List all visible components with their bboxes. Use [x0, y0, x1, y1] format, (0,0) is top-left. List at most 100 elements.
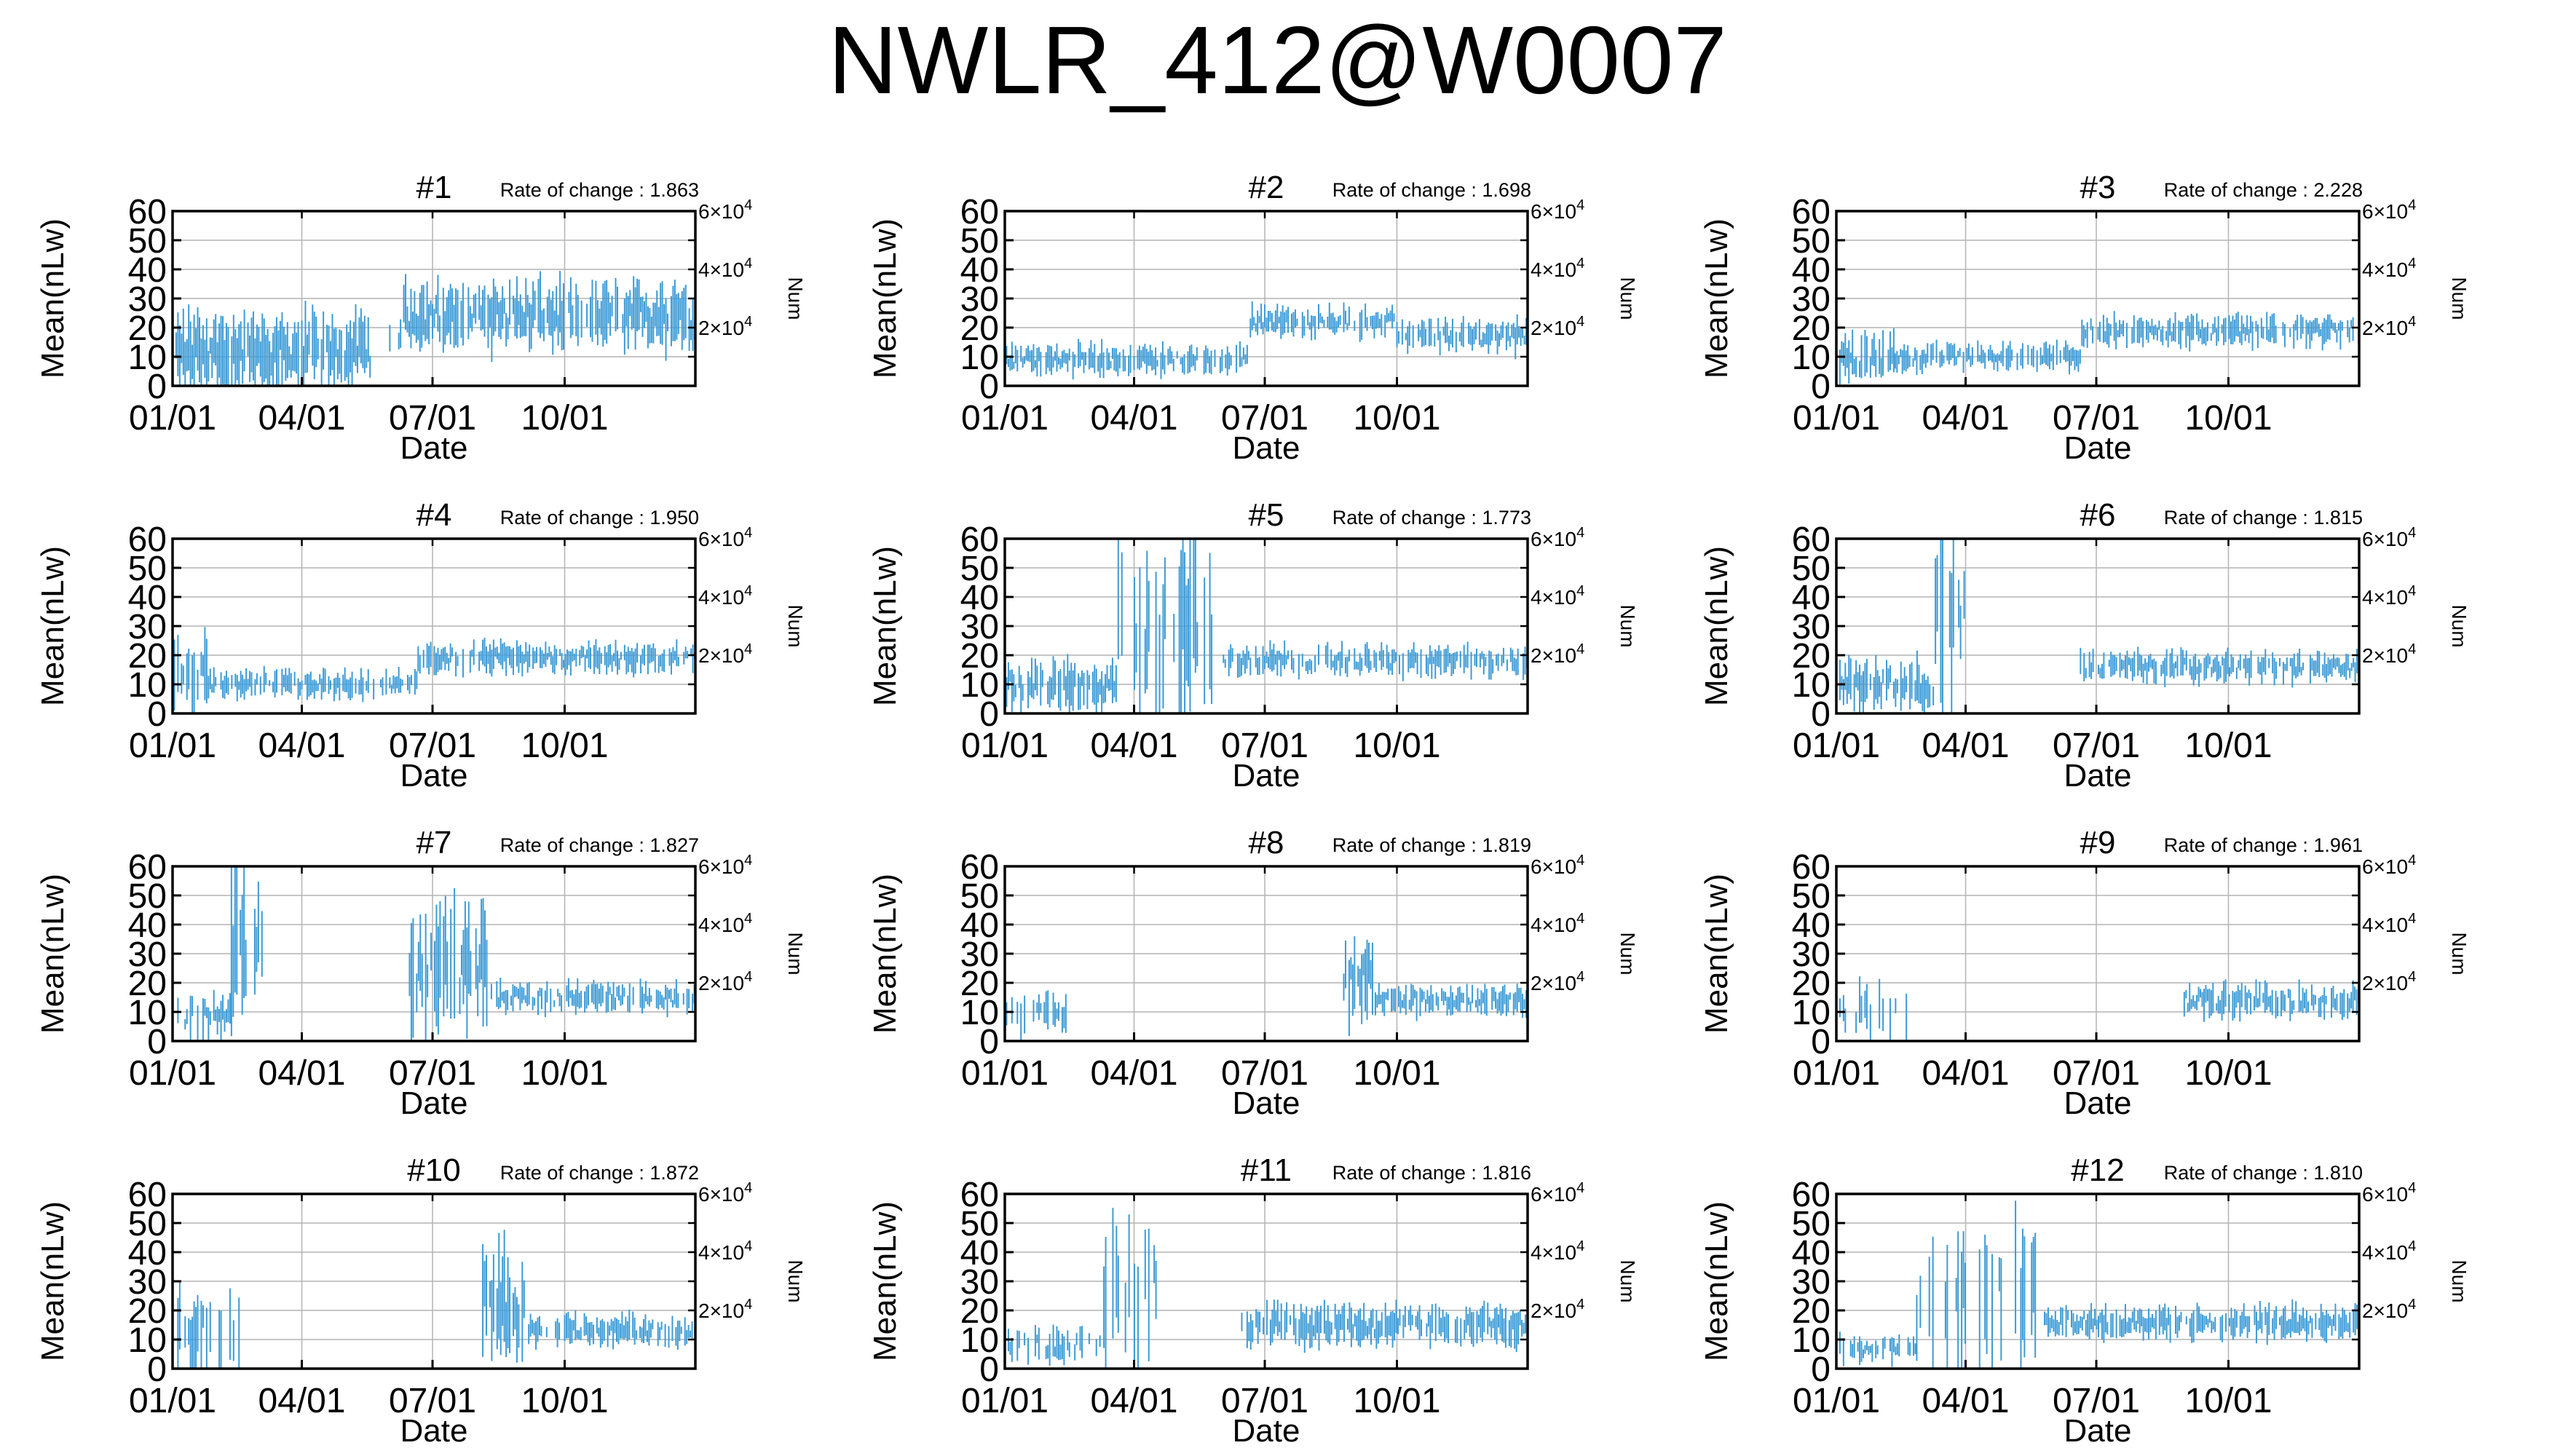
y-tick-label: 10	[128, 1321, 167, 1360]
figure-title: NWLR_412@W0007	[828, 7, 1727, 114]
y2-tick-label: 2×104	[1531, 1297, 1584, 1322]
y-tick-label: 0	[1811, 1350, 1831, 1389]
rate-of-change-label: Rate of change : 1.863	[500, 179, 699, 201]
y2-tick-label: 2×104	[2362, 641, 2416, 667]
x-tick-label: 01/01	[961, 727, 1049, 765]
y-tick-label: 50	[128, 1205, 167, 1243]
y-tick-label: 50	[128, 550, 167, 588]
y-tick-label: 40	[1792, 579, 1831, 617]
y-axis-title: Mean(nLw)	[35, 218, 71, 379]
x-tick-label: 01/01	[961, 1382, 1049, 1420]
x-tick-label: 01/01	[1793, 727, 1880, 765]
y2-tick-label: 4×104	[1531, 583, 1584, 609]
x-tick-label: 04/01	[1922, 399, 2009, 438]
y-tick-label: 50	[1792, 877, 1831, 916]
y2-tick-label: 2×104	[2362, 1297, 2416, 1322]
y-tick-label: 20	[960, 637, 999, 676]
y2-tick-label: 4×104	[1531, 256, 1584, 281]
x-axis-title: Date	[2064, 1085, 2132, 1121]
y2-tick-label: 4×104	[2362, 911, 2416, 936]
panel-title: #3	[2080, 170, 2116, 205]
y-tick-label: 10	[960, 994, 999, 1032]
panel-title: #2	[1249, 170, 1284, 205]
y-tick-label: 0	[1811, 368, 1831, 406]
y2-tick-label: 6×104	[2362, 1180, 2416, 1206]
y2-axis-title: Num	[1616, 1259, 1639, 1302]
x-tick-label: 04/01	[1922, 1054, 2009, 1093]
y-tick-label: 10	[1792, 994, 1831, 1032]
y-tick-label: 40	[1792, 1234, 1831, 1273]
y-tick-label: 40	[960, 906, 999, 945]
x-tick-label: 10/01	[1353, 727, 1440, 765]
y-tick-label: 20	[128, 965, 167, 1003]
y-tick-label: 0	[147, 1350, 167, 1389]
x-tick-label: 04/01	[258, 1054, 345, 1093]
x-tick-label: 04/01	[1090, 399, 1177, 438]
y-tick-label: 60	[960, 848, 999, 887]
y-tick-label: 0	[979, 695, 999, 734]
panel-title: #10	[407, 1152, 460, 1188]
y2-tick-label: 6×104	[698, 852, 752, 878]
y2-tick-label: 4×104	[1531, 1238, 1584, 1264]
y2-tick-label: 2×104	[1531, 641, 1584, 667]
x-tick-label: 07/01	[1221, 1054, 1308, 1093]
y2-tick-label: 4×104	[2362, 583, 2416, 609]
x-axis-title: Date	[2064, 758, 2132, 794]
y-tick-label: 0	[1811, 695, 1831, 734]
y-axis-title: Mean(nLw)	[867, 874, 903, 1034]
x-tick-label: 01/01	[1793, 1382, 1880, 1420]
y2-tick-label: 6×104	[1531, 525, 1584, 550]
y-axis-title: Mean(nLw)	[1699, 546, 1734, 706]
y-tick-label: 40	[960, 251, 999, 290]
x-tick-label: 07/01	[2053, 1382, 2140, 1420]
y2-tick-label: 4×104	[698, 256, 752, 281]
y-tick-label: 30	[128, 935, 167, 974]
y2-tick-label: 6×104	[2362, 197, 2416, 223]
y-tick-label: 40	[128, 251, 167, 290]
panel-title: #12	[2071, 1152, 2124, 1188]
y-tick-label: 50	[1792, 550, 1831, 588]
panel-title: #9	[2080, 825, 2116, 860]
y-tick-label: 20	[1792, 965, 1831, 1003]
x-axis-title: Date	[400, 1413, 468, 1449]
y-tick-label: 50	[960, 550, 999, 588]
x-tick-label: 07/01	[2053, 399, 2140, 438]
y-tick-label: 10	[128, 994, 167, 1032]
rate-of-change-label: Rate of change : 1.816	[1332, 1162, 1531, 1184]
y-tick-label: 10	[1792, 666, 1831, 705]
x-tick-label: 10/01	[2184, 1054, 2272, 1093]
y-tick-label: 10	[960, 666, 999, 705]
y-axis-title: Mean(nLw)	[35, 874, 71, 1034]
y-tick-label: 60	[128, 521, 167, 559]
y-tick-label: 40	[960, 579, 999, 617]
y-tick-label: 0	[979, 1023, 999, 1061]
y-tick-label: 60	[128, 1176, 167, 1214]
y-tick-label: 20	[1792, 309, 1831, 348]
x-tick-label: 04/01	[1090, 727, 1177, 765]
y-tick-label: 0	[147, 1023, 167, 1061]
y2-tick-label: 6×104	[2362, 852, 2416, 878]
x-tick-label: 04/01	[258, 727, 345, 765]
y2-tick-label: 2×104	[698, 969, 752, 994]
y-tick-label: 0	[147, 695, 167, 734]
y-tick-label: 20	[128, 637, 167, 676]
y-tick-label: 10	[1792, 339, 1831, 377]
x-tick-label: 07/01	[1221, 727, 1308, 765]
y-tick-label: 0	[147, 368, 167, 406]
y-tick-label: 30	[1792, 935, 1831, 974]
x-tick-label: 04/01	[1922, 1382, 2009, 1420]
x-tick-label: 07/01	[389, 727, 476, 765]
y-axis-title: Mean(nLw)	[867, 546, 903, 706]
x-tick-label: 04/01	[1090, 1382, 1177, 1420]
x-tick-label: 01/01	[129, 727, 216, 765]
x-tick-label: 07/01	[2053, 727, 2140, 765]
y-tick-label: 60	[960, 521, 999, 559]
y2-tick-label: 6×104	[698, 1180, 752, 1206]
y-tick-label: 10	[960, 339, 999, 377]
